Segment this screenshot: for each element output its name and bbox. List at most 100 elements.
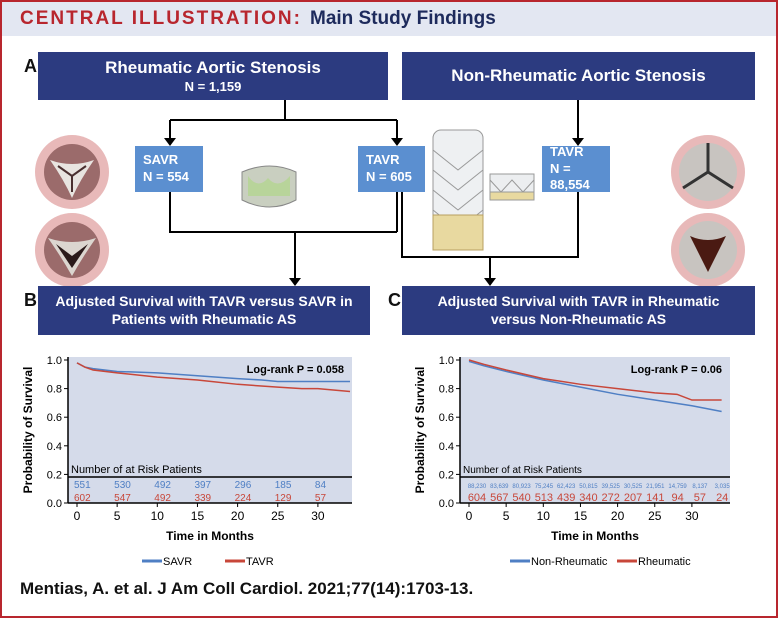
nonrheumatic-as-box: Non-Rheumatic Aortic Stenosis — [402, 52, 755, 100]
title-line: versus Non-Rheumatic AS — [490, 310, 667, 327]
y-tick-label: 0.8 — [47, 384, 62, 396]
at-risk-count: 141 — [646, 492, 664, 504]
box-title: SAVR — [143, 152, 179, 168]
at-risk-count: 296 — [235, 480, 252, 491]
at-risk-count: 62,423 — [557, 484, 576, 490]
title-line: Adjusted Survival with TAVR versus SAVR … — [55, 293, 353, 309]
survival-curve-tavr — [76, 362, 351, 393]
chart-b-survival: 0.0 0.2 0.4 0.6 0.8 1.0 0 5 10 15 20 25 30 Time in Mo… — [21, 355, 352, 568]
x-tick-label: 20 — [611, 509, 625, 523]
y-tick-label: 0.4 — [439, 441, 454, 453]
rheumatic-valve-image-top — [35, 135, 109, 209]
y-tick-label: 0.4 — [47, 441, 62, 453]
legend-label: Rheumatic — [638, 556, 691, 568]
header-title: Main Study Findings — [310, 8, 496, 29]
at-risk-count: 8,137 — [692, 484, 708, 490]
x-tick-label: 0 — [466, 509, 473, 523]
y-tick-label: 1.0 — [439, 355, 454, 367]
x-tick-label: 15 — [574, 509, 588, 523]
at-risk-count: 129 — [275, 493, 292, 504]
survival-curve-rheumatic — [468, 359, 722, 401]
at-risk-count: 21,951 — [646, 484, 665, 490]
citation: Mentias, A. et al. J Am Coll Cardiol. 20… — [20, 579, 474, 598]
nonrheumatic-valve-image-bottom — [671, 213, 745, 287]
at-risk-count: 80,923 — [512, 484, 531, 490]
y-tick-label: 0.2 — [47, 469, 62, 481]
at-risk-count: 551 — [74, 480, 91, 491]
box-title: Non-Rheumatic Aortic Stenosis — [451, 66, 706, 86]
at-risk-count: 272 — [602, 492, 620, 504]
y-tick-label: 0.8 — [439, 384, 454, 396]
box-count: N = 1,159 — [184, 78, 242, 94]
nonrheumatic-valve-image-top — [671, 135, 745, 209]
panel-c-title-box: Adjusted Survival with TAVR in Rheumatic… — [402, 286, 755, 335]
at-risk-count: 339 — [194, 493, 211, 504]
survival-curve-non-rheumatic — [468, 360, 722, 413]
plot-area — [460, 357, 730, 503]
x-tick-label: 5 — [114, 509, 121, 523]
y-tick-label: 0.6 — [47, 412, 62, 424]
at-risk-count: 185 — [275, 480, 292, 491]
at-risk-count: 540 — [512, 492, 530, 504]
at-risk-count: 602 — [74, 493, 91, 504]
y-axis-label: Probability of Survival — [413, 367, 427, 494]
legend-label: TAVR — [246, 556, 274, 568]
at-risk-count: 604 — [468, 492, 486, 504]
y-tick-label: 0.0 — [47, 498, 62, 510]
at-risk-count: 207 — [624, 492, 642, 504]
box-title: TAVR — [366, 152, 400, 168]
tavr-nonrheumatic-box: TAVR N = 88,554 — [542, 143, 610, 193]
transcatheter-valve-image-short — [489, 173, 535, 201]
rheumatic-valve-image-bottom — [35, 213, 109, 287]
x-tick-label: 0 — [74, 509, 81, 523]
x-tick-label: 25 — [648, 509, 662, 523]
legend-label: SAVR — [163, 556, 192, 568]
title-line: Adjusted Survival with TAVR in Rheumatic — [437, 293, 720, 309]
panel-b-letter: B — [24, 290, 37, 310]
at-risk-count: 340 — [579, 492, 597, 504]
log-rank-annotation: Log-rank P = 0.058 — [247, 364, 344, 376]
at-risk-title: Number of at Risk Patients — [463, 465, 582, 476]
box-count: N = 554 — [143, 169, 189, 184]
at-risk-count: 492 — [154, 493, 171, 504]
at-risk-title: Number of at Risk Patients — [71, 464, 202, 476]
box-title: TAVR — [550, 143, 584, 159]
at-risk-count: 492 — [154, 480, 171, 491]
box-count: N = 88,554 — [550, 160, 590, 193]
header-label: CENTRAL ILLUSTRATION: — [20, 8, 302, 29]
at-risk-count: 83,639 — [490, 484, 509, 490]
at-risk-count: 57 — [315, 493, 327, 504]
y-tick-label: 1.0 — [47, 355, 62, 367]
surgical-valve-image — [241, 165, 297, 208]
title-line: Patients with Rheumatic AS — [111, 310, 297, 327]
y-tick-label: 0.0 — [439, 498, 454, 510]
y-tick-label: 0.6 — [439, 412, 454, 424]
x-tick-label: 5 — [503, 509, 510, 523]
y-tick-label: 0.2 — [439, 469, 454, 481]
at-risk-count: 57 — [694, 492, 706, 504]
transcatheter-valve-image-tall — [432, 129, 484, 251]
at-risk-count: 30,525 — [624, 484, 643, 490]
x-tick-label: 10 — [151, 509, 165, 523]
panel-a-letter: A — [24, 56, 37, 76]
survival-curve-savr — [76, 362, 351, 383]
x-tick-label: 30 — [311, 509, 325, 523]
at-risk-count: 75,245 — [535, 484, 554, 490]
at-risk-count: 3,035 — [715, 484, 731, 490]
box-title: Rheumatic Aortic Stenosis — [105, 58, 321, 78]
at-risk-count: 397 — [194, 480, 211, 491]
x-tick-label: 30 — [685, 509, 699, 523]
at-risk-count: 513 — [535, 492, 553, 504]
savr-box: SAVR N = 554 — [135, 146, 203, 192]
x-tick-label: 10 — [537, 509, 551, 523]
at-risk-count: 24 — [716, 492, 728, 504]
tavr-rheumatic-box: TAVR N = 605 — [358, 146, 425, 192]
at-risk-count: 224 — [235, 493, 252, 504]
chart-c-survival: 0.0 0.2 0.4 0.6 0.8 1.0 0 5 10 15 20 25 30 Time in Mo… — [413, 355, 731, 568]
box-count: N = 605 — [366, 169, 412, 184]
at-risk-count: 84 — [315, 480, 327, 491]
x-tick-label: 20 — [231, 509, 245, 523]
at-risk-count: 439 — [557, 492, 575, 504]
